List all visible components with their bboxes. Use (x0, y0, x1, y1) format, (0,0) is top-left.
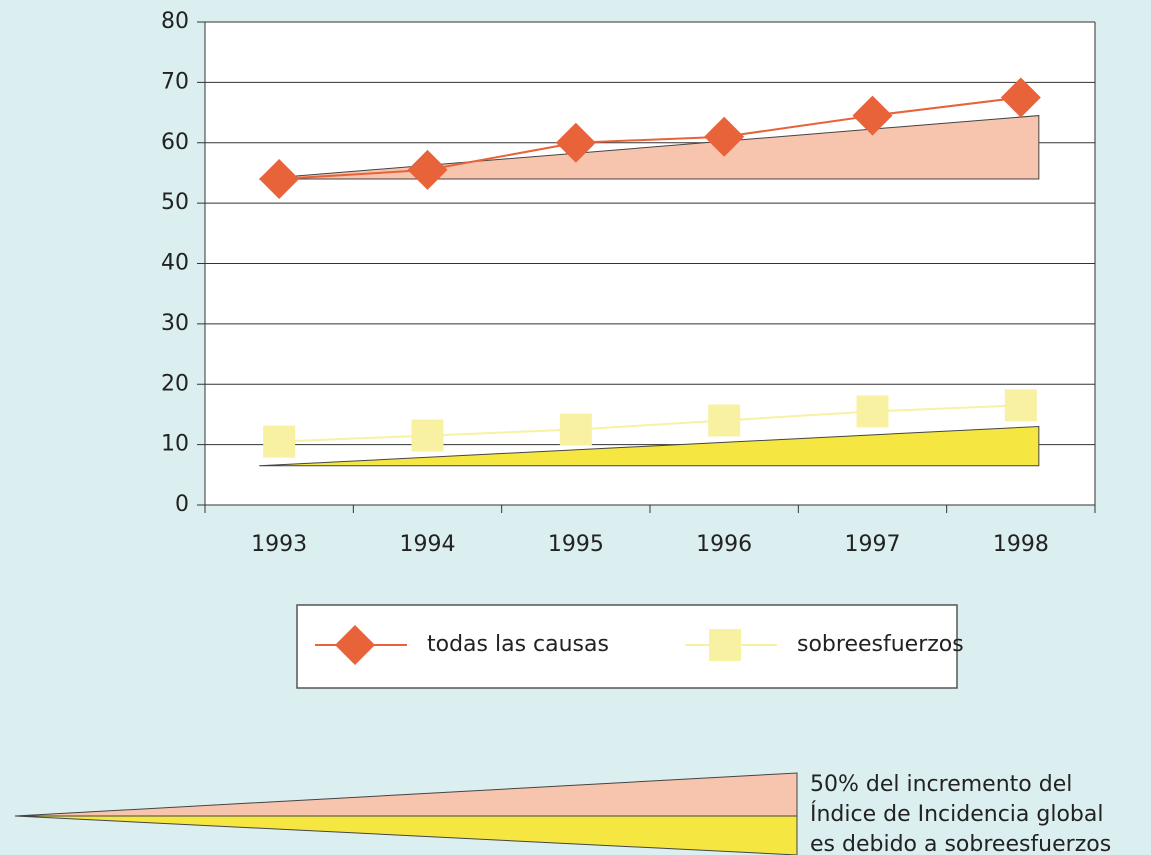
y-tick-label: 70 (161, 69, 189, 94)
point (708, 404, 741, 437)
point (407, 149, 448, 190)
x-tick-label: 1995 (548, 532, 604, 557)
point (852, 95, 893, 136)
y-tick-label: 50 (161, 190, 189, 215)
x-tick-label: 1998 (993, 532, 1049, 557)
series-line (279, 404, 1021, 443)
point (555, 122, 596, 163)
point (559, 413, 592, 446)
y-tick-label: 40 (161, 251, 189, 276)
x-tick-label: 1993 (251, 532, 307, 557)
point (263, 425, 296, 458)
point (856, 395, 889, 428)
y-tick-label: 60 (161, 130, 189, 155)
annotation: es debido a sobreesfuerzos (810, 832, 1111, 855)
annotation: 50% del incremento del (810, 772, 1072, 797)
legend-label: sobreesfuerzos (797, 632, 964, 657)
series-line (279, 96, 1021, 180)
legend-label: todas las causas (427, 632, 609, 657)
y-tick-label: 0 (175, 492, 189, 517)
y-tick-label: 20 (161, 371, 189, 396)
x-tick-label: 1997 (845, 532, 901, 557)
y-tick-label: 30 (161, 311, 189, 336)
point (1004, 389, 1037, 422)
annotation: Índice de Incidencia global (810, 801, 1104, 827)
x-tick-label: 1994 (400, 532, 456, 557)
increment-wedge (259, 425, 1040, 467)
point (1000, 77, 1041, 118)
x-tick-label: 1996 (696, 532, 752, 557)
point (704, 116, 745, 157)
legend-marker (335, 625, 375, 665)
legend-wedge-bottom (14, 815, 798, 855)
legend-box (296, 604, 958, 689)
legend-wedge-top (14, 772, 798, 817)
y-tick-label: 10 (161, 432, 189, 457)
increment-wedge (259, 115, 1040, 180)
legend-marker (709, 629, 741, 661)
y-tick-label: 80 (161, 9, 189, 34)
point (411, 419, 444, 452)
point (259, 158, 300, 199)
